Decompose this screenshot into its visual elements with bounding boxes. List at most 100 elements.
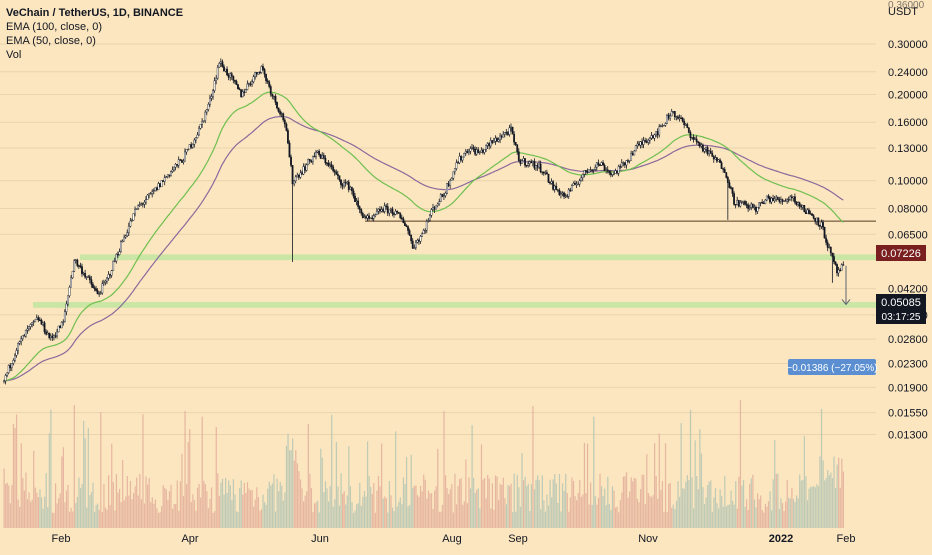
volume-bar — [524, 476, 526, 528]
volume-bar — [473, 477, 475, 528]
candle-body — [26, 328, 29, 331]
candle-body — [817, 217, 820, 226]
last-price-tag: 0.05085 03:17:25 — [876, 294, 926, 324]
volume-bar — [746, 499, 748, 528]
candle-body — [209, 97, 211, 105]
volume-bar — [775, 474, 777, 528]
price-axis[interactable]: 0.30000 0.24000 0.20000 0.16000 0.13000 0.100… — [876, 0, 932, 550]
candle-body — [556, 189, 559, 191]
candle-body — [107, 274, 110, 279]
candle-body — [184, 151, 186, 162]
volume-bar — [803, 436, 805, 528]
ema-lines — [3, 91, 844, 382]
volume-bar — [836, 464, 838, 528]
volume-bar — [125, 496, 127, 528]
candle-body — [368, 215, 370, 219]
volume-bar — [239, 487, 241, 528]
candle-body — [140, 203, 143, 205]
volume-bar — [828, 474, 830, 528]
volume-bar — [253, 506, 255, 528]
candle-body — [636, 143, 639, 146]
volume-bar — [147, 484, 149, 528]
volume-bar — [396, 506, 398, 528]
candle-body — [595, 162, 598, 168]
candle-body — [711, 152, 714, 157]
volume-bar — [256, 487, 258, 528]
candle-body — [233, 80, 236, 82]
candle-body — [767, 195, 770, 198]
indicator-volume[interactable]: Vol — [6, 49, 22, 61]
candle-body — [731, 187, 734, 194]
volume-bar — [122, 460, 124, 528]
candle-body — [773, 198, 776, 202]
candle-body — [76, 259, 79, 266]
candle-body — [430, 209, 433, 216]
candle-body — [625, 160, 628, 166]
candle-body — [272, 95, 275, 98]
candle-body — [677, 116, 679, 119]
candle-body — [544, 172, 547, 174]
candle-body — [834, 261, 837, 265]
candle-body — [492, 140, 495, 144]
candle-body — [764, 199, 767, 204]
candle-body — [617, 166, 620, 174]
candle-body — [124, 235, 127, 238]
countdown-text: 03:17:25 — [882, 312, 921, 323]
volume-bar — [248, 488, 250, 528]
volume-bar — [499, 483, 501, 528]
candle-body — [84, 273, 87, 278]
volume-bar — [25, 472, 27, 528]
volume-bar — [262, 494, 264, 528]
volume-bar — [730, 490, 732, 528]
candle-body — [230, 73, 233, 77]
candle-body — [628, 160, 631, 162]
candle-body — [287, 130, 289, 144]
volume-bar — [39, 489, 41, 528]
candle-body — [408, 230, 411, 236]
volume-bar — [565, 473, 567, 528]
candle-body — [599, 164, 601, 166]
volume-bar — [3, 468, 5, 528]
candle-body — [297, 174, 300, 178]
volume-bar — [357, 503, 359, 528]
volume-bar — [682, 488, 684, 528]
candle-body — [508, 127, 511, 135]
volume-bar — [368, 476, 370, 528]
volume-bar — [320, 448, 322, 528]
candle-body — [316, 150, 319, 153]
candle-body — [305, 164, 308, 171]
volume-bar — [326, 488, 328, 528]
volume-bar — [237, 512, 239, 528]
volume-bar — [747, 509, 749, 528]
volume-bar — [434, 490, 436, 528]
time-axis[interactable]: Feb Apr Jun Aug Sep Nov 2022 Feb — [0, 528, 876, 550]
symbol-title[interactable]: VeChain / TetherUS, 1D, BINANCE — [6, 7, 184, 19]
candle-body — [443, 195, 445, 197]
candle-body — [424, 230, 427, 232]
volume-bar — [391, 507, 394, 528]
volume-bar — [285, 445, 288, 528]
candle-body — [170, 171, 172, 176]
volume-bar — [137, 495, 139, 528]
volume-bar — [841, 458, 843, 528]
volume-bar — [14, 428, 16, 528]
candle-body — [555, 185, 558, 190]
volume-bar — [686, 475, 688, 528]
volume-bar — [739, 399, 742, 528]
volume-bar — [313, 503, 316, 528]
candle-body — [689, 132, 692, 138]
volume-bar — [527, 483, 529, 528]
indicator-ema50[interactable]: EMA (50, close, 0) — [6, 35, 96, 47]
candle-body — [681, 117, 684, 122]
volume-bar — [153, 503, 155, 528]
candle-body — [18, 341, 21, 344]
indicator-ema100[interactable]: EMA (100, close, 0) — [6, 21, 102, 33]
volume-bar — [298, 471, 300, 528]
candle-body — [798, 202, 801, 206]
volume-bar — [437, 448, 439, 528]
volume-bar — [788, 497, 790, 528]
volume-bar — [162, 485, 164, 528]
candle-body — [82, 273, 85, 275]
